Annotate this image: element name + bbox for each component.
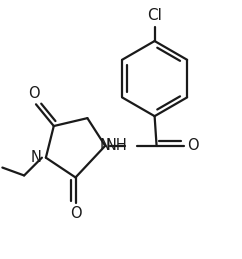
- Text: N: N: [100, 138, 111, 153]
- Text: O: O: [28, 86, 40, 101]
- Text: O: O: [187, 138, 199, 153]
- Text: O: O: [70, 206, 81, 221]
- Text: Cl: Cl: [147, 8, 162, 23]
- Text: NH: NH: [105, 138, 127, 153]
- Text: N: N: [31, 150, 42, 165]
